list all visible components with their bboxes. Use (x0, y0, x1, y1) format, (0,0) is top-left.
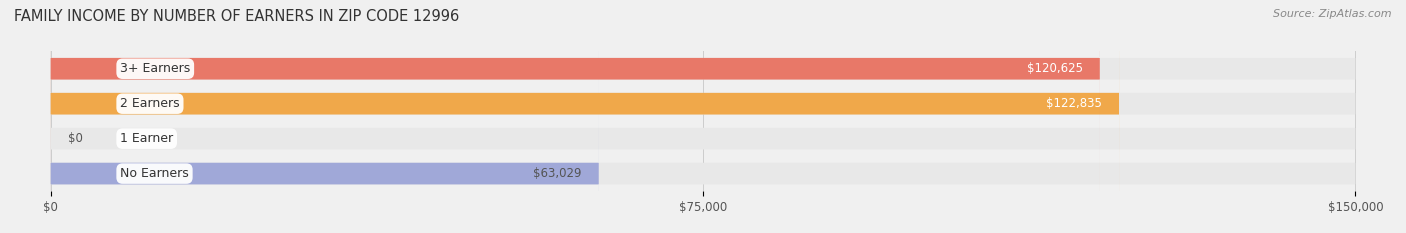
Text: $120,625: $120,625 (1026, 62, 1083, 75)
FancyBboxPatch shape (51, 0, 1099, 233)
Text: 1 Earner: 1 Earner (120, 132, 173, 145)
FancyBboxPatch shape (51, 0, 599, 233)
FancyBboxPatch shape (51, 0, 1355, 233)
FancyBboxPatch shape (51, 0, 1355, 233)
Text: No Earners: No Earners (120, 167, 188, 180)
FancyBboxPatch shape (51, 0, 1119, 233)
Text: 2 Earners: 2 Earners (120, 97, 180, 110)
Text: 3+ Earners: 3+ Earners (120, 62, 190, 75)
Text: FAMILY INCOME BY NUMBER OF EARNERS IN ZIP CODE 12996: FAMILY INCOME BY NUMBER OF EARNERS IN ZI… (14, 9, 460, 24)
FancyBboxPatch shape (51, 0, 1355, 233)
Text: Source: ZipAtlas.com: Source: ZipAtlas.com (1274, 9, 1392, 19)
Text: $0: $0 (67, 132, 83, 145)
Text: $63,029: $63,029 (533, 167, 582, 180)
FancyBboxPatch shape (51, 0, 1355, 233)
Text: $122,835: $122,835 (1046, 97, 1102, 110)
